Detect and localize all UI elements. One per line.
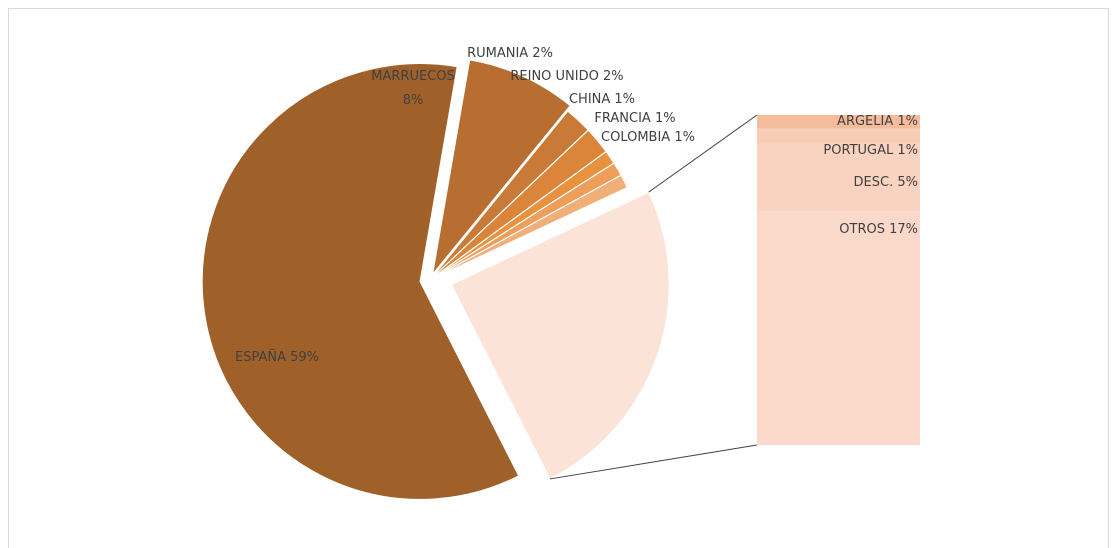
bar-label-argelia: ARGELIA 1% bbox=[837, 114, 918, 129]
slice-label-espana: ESPAÑA 59% bbox=[235, 349, 319, 365]
bar-label-otros: OTROS 17% bbox=[839, 222, 918, 237]
bar-label-desc: DESC. 5% bbox=[854, 175, 918, 190]
bar-label-portugal: PORTUGAL 1% bbox=[823, 143, 918, 158]
slice-label-francia: FRANCIA 1% bbox=[594, 111, 675, 126]
slice-label-rumania: RUMANIA 2% bbox=[467, 46, 553, 61]
pie-slice-marruecos bbox=[431, 59, 572, 277]
pie-slice-colombia bbox=[429, 174, 629, 281]
pie-slice-espana bbox=[201, 62, 520, 501]
slice-label-china: CHINA 1% bbox=[569, 92, 635, 107]
connector-line-bottom bbox=[549, 444, 758, 480]
pie-slice-other bbox=[450, 191, 670, 480]
bar-segment-portugal bbox=[757, 128, 920, 143]
bar-segment-argelia bbox=[757, 115, 920, 129]
connector-line-top bbox=[648, 114, 758, 193]
slice-label-reino-unido: REINO UNIDO 2% bbox=[510, 69, 623, 84]
slice-label-colombia: COLOMBIA 1% bbox=[601, 130, 695, 145]
slice-label-marruecos: MARRUECOS 8% bbox=[371, 69, 454, 108]
bar-segment-desc bbox=[757, 142, 920, 212]
bar-segment-otros bbox=[757, 211, 920, 445]
